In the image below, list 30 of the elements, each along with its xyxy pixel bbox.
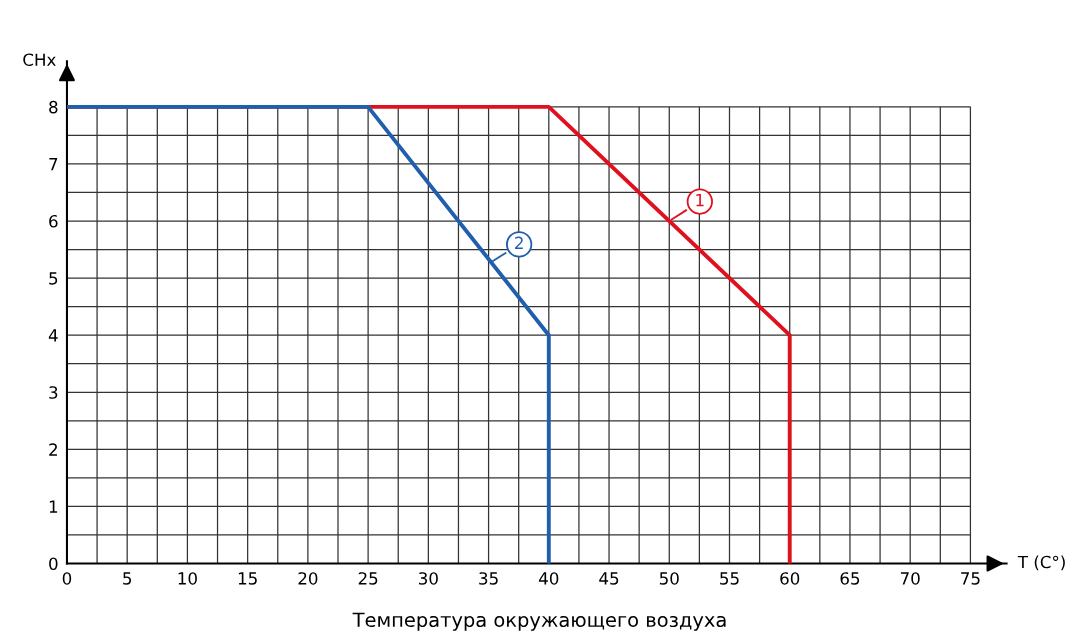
annotation: 2 [515,236,523,249]
x-tick-label: 20 [298,572,318,585]
text: Температура окружающего воздуха [352,612,726,631]
y-tick-label: 2 [49,443,57,456]
y-axis-title: CHx [23,53,56,67]
x-tick-label: 60 [780,572,800,585]
x-tick-label: 40 [539,572,559,585]
x-tick-label: 75 [961,572,980,585]
x-tick-label: 15 [238,572,257,585]
y-tick-label: 7 [49,158,58,171]
y-tick-label: 8 [49,100,58,114]
annotation: 1 [696,194,704,207]
x-tick-label: 70 [900,572,920,585]
x-tick-label: 5 [123,572,132,585]
x-axis-title: T (C°) [1017,555,1065,571]
x-tick-label: 45 [599,572,619,585]
x-tick-label: 35 [479,572,498,585]
x-tick-label: 25 [358,572,378,585]
x-tick-label: 65 [840,572,860,585]
y-tick-label: 1 [49,500,58,513]
y-tick-label: 4 [48,329,58,342]
y-tick-label: 5 [49,272,58,285]
x-tick-label: 50 [659,572,679,585]
x-tick-label: 55 [720,572,739,585]
x-tick-label: 30 [419,572,438,585]
x-tick-label: 10 [178,572,197,585]
y-tick-label: 6 [49,214,58,228]
y-tick-label: 3 [49,386,58,399]
x-tick-label: 0 [62,572,72,585]
y-tick-label: 0 [49,557,58,571]
